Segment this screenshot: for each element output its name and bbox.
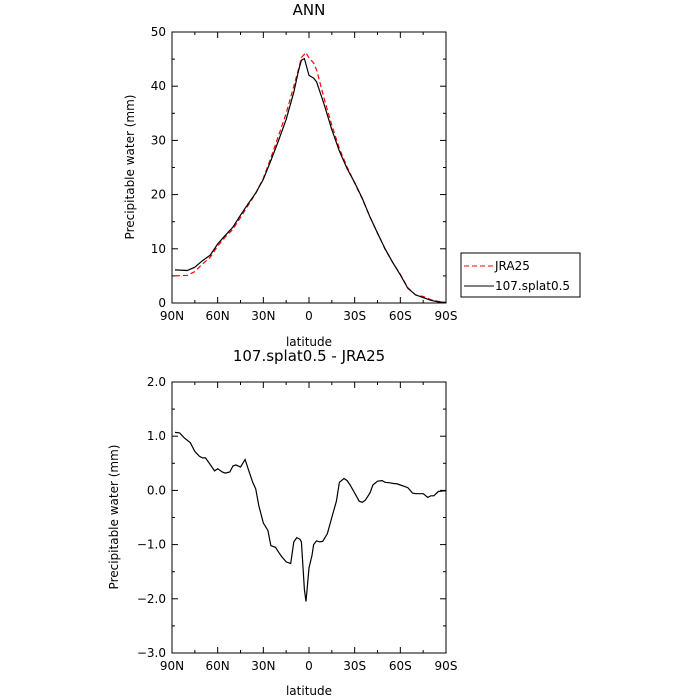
x-tick-label: 30S <box>343 309 366 323</box>
top-chart-title: ANN <box>293 1 326 19</box>
x-tick-label: 60S <box>389 309 412 323</box>
bottom-axis-ticks: 90N 60N 30N 0 30S 60S 90S −3.0 −2.0 −1.0 0.0 1.0 2.0 <box>137 375 458 673</box>
legend-label-splat: 107.splat0.5 <box>495 279 570 293</box>
x-tick-label: 60N <box>206 659 230 673</box>
top-series-lines <box>174 51 447 304</box>
bottom-chart-title: 107.splat0.5 - JRA25 <box>233 347 385 365</box>
bottom-series-lines <box>174 431 446 602</box>
top-panel: ANN latitude Precipitable water (mm) 90N… <box>123 1 581 349</box>
bottom-x-axis-label: latitude <box>286 684 332 698</box>
top-plot-frame <box>171 31 447 304</box>
y-tick-label: 1.0 <box>147 429 166 443</box>
y-tick-label: 2.0 <box>147 375 166 389</box>
x-tick-label: 30S <box>343 659 366 673</box>
x-tick-label: 0 <box>305 659 313 673</box>
x-tick-label: 30N <box>251 309 275 323</box>
y-tick-label: −2.0 <box>137 592 166 606</box>
x-tick-label: 60S <box>389 659 412 673</box>
y-tick-label: 10 <box>151 242 166 256</box>
y-tick-label: 20 <box>151 188 166 202</box>
bottom-plot-frame <box>171 381 447 654</box>
legend: JRA25 107.splat0.5 <box>460 252 581 298</box>
bottom-y-axis-label: Precipitable water (mm) <box>107 445 121 590</box>
x-tick-label: 90S <box>435 659 458 673</box>
y-tick-label: −1.0 <box>137 538 166 552</box>
x-tick-label: 0 <box>305 309 313 323</box>
y-tick-label: 50 <box>151 25 166 39</box>
y-tick-label: 0 <box>158 296 166 310</box>
top-x-axis-label: latitude <box>286 335 332 349</box>
bottom-panel: 107.splat0.5 - JRA25 latitude Precipitab… <box>107 347 457 698</box>
x-tick-label: 90N <box>160 659 184 673</box>
x-tick-label: 90S <box>435 309 458 323</box>
x-tick-label: 60N <box>206 309 230 323</box>
x-tick-label: 30N <box>251 659 275 673</box>
top-y-axis-label: Precipitable water (mm) <box>123 95 137 240</box>
y-tick-label: 30 <box>151 133 166 147</box>
y-tick-label: −3.0 <box>137 646 166 660</box>
series-line-difference <box>174 431 446 602</box>
y-tick-label: 40 <box>151 79 166 93</box>
top-axis-ticks: 90N 60N 30N 0 30S 60S 90S 0 10 20 30 40 50 <box>151 25 458 323</box>
legend-label-jra25: JRA25 <box>494 259 530 273</box>
series-line-jra25 <box>174 51 447 304</box>
legend-box <box>460 252 581 298</box>
x-tick-label: 90N <box>160 309 184 323</box>
y-tick-label: 0.0 <box>147 483 166 497</box>
series-line-107-splat0-5 <box>174 57 447 304</box>
